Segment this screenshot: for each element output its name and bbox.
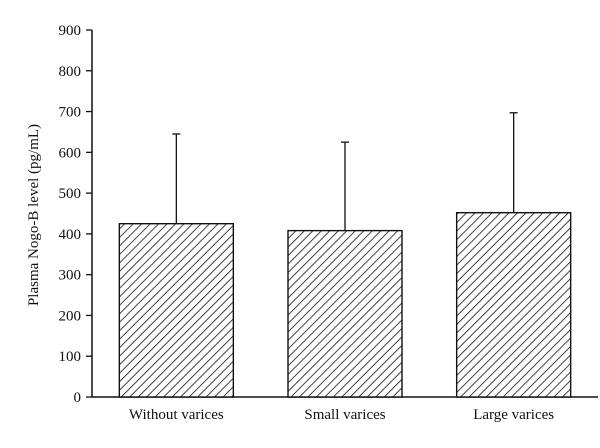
y-tick-label: 200 <box>59 308 82 324</box>
bar <box>287 229 403 398</box>
y-tick-label: 300 <box>59 268 82 284</box>
y-tick-label: 0 <box>74 390 82 406</box>
y-tick-label: 900 <box>59 23 82 39</box>
bar <box>118 222 235 398</box>
y-tick-label: 700 <box>59 105 82 121</box>
y-tick-label: 100 <box>59 349 82 365</box>
y-axis-title: Plasma Nogo-B level (pg/mL) <box>26 124 42 306</box>
x-category-label: Small varices <box>304 407 385 423</box>
plot-area: 0 100 200 300 400 500 600 700 800 900 Without vari… <box>59 23 598 423</box>
y-tick-label: 500 <box>59 186 82 202</box>
y-tick-label: 800 <box>59 64 82 80</box>
y-tick-label: 600 <box>59 145 82 161</box>
x-category-label: Large varices <box>473 407 554 423</box>
y-tick-label: 400 <box>59 227 82 243</box>
x-category-label: Without varices <box>129 407 224 423</box>
bar <box>455 211 572 398</box>
